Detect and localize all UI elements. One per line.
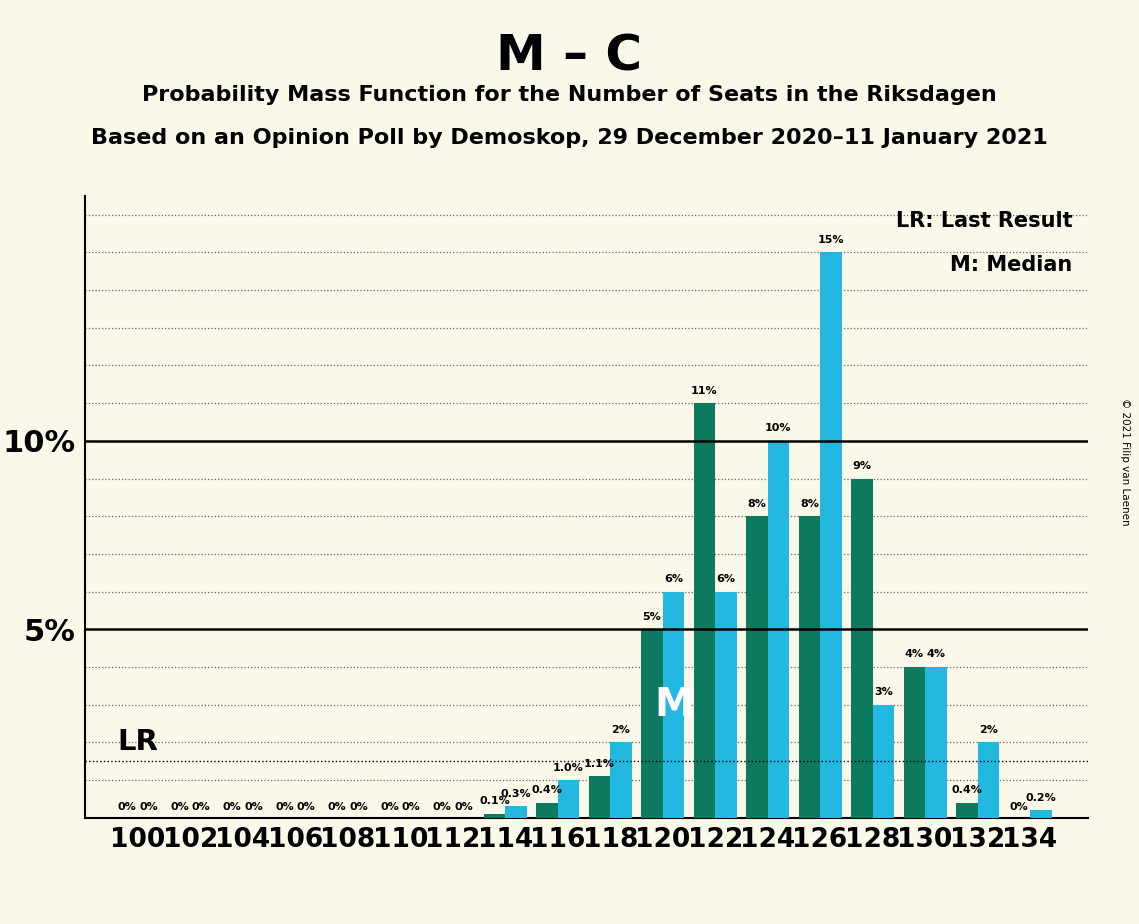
Bar — [872, 705, 894, 818]
Bar — [768, 441, 789, 818]
Text: 0%: 0% — [454, 802, 473, 812]
Text: 2%: 2% — [978, 724, 998, 735]
Bar — [1030, 810, 1051, 818]
Text: 6%: 6% — [716, 574, 736, 584]
Bar — [641, 629, 663, 818]
Text: 5%: 5% — [642, 612, 662, 622]
Text: Based on an Opinion Poll by Demoskop, 29 December 2020–11 January 2021: Based on an Opinion Poll by Demoskop, 29… — [91, 128, 1048, 148]
Text: M – C: M – C — [497, 32, 642, 80]
Text: 0%: 0% — [380, 802, 399, 812]
Text: 4%: 4% — [904, 650, 924, 660]
Text: 0%: 0% — [117, 802, 137, 812]
Text: 2%: 2% — [612, 724, 630, 735]
Text: 0%: 0% — [139, 802, 158, 812]
Text: 0%: 0% — [223, 802, 241, 812]
Text: © 2021 Filip van Laenen: © 2021 Filip van Laenen — [1121, 398, 1130, 526]
Bar — [903, 667, 925, 818]
Bar — [611, 742, 632, 818]
Text: LR: LR — [117, 727, 158, 756]
Bar — [925, 667, 947, 818]
Bar — [663, 591, 685, 818]
Text: 0%: 0% — [433, 802, 451, 812]
Text: 0%: 0% — [170, 802, 189, 812]
Text: 8%: 8% — [747, 499, 767, 509]
Text: 0%: 0% — [191, 802, 211, 812]
Text: M: Median: M: Median — [950, 255, 1073, 275]
Bar — [558, 780, 580, 818]
Text: 8%: 8% — [800, 499, 819, 509]
Text: M: M — [654, 686, 693, 723]
Bar — [715, 591, 737, 818]
Bar — [589, 776, 611, 818]
Bar — [798, 517, 820, 818]
Text: 0%: 0% — [297, 802, 316, 812]
Bar — [694, 403, 715, 818]
Text: 0%: 0% — [350, 802, 368, 812]
Text: 0%: 0% — [402, 802, 420, 812]
Text: 9%: 9% — [852, 461, 871, 471]
Text: LR: Last Result: LR: Last Result — [896, 212, 1073, 231]
Bar — [506, 807, 526, 818]
Text: 0.4%: 0.4% — [532, 785, 563, 796]
Text: 10%: 10% — [765, 423, 792, 433]
Text: 0.2%: 0.2% — [1025, 793, 1056, 803]
Bar — [484, 814, 506, 818]
Text: 0.1%: 0.1% — [480, 796, 510, 807]
Bar — [820, 252, 842, 818]
Text: 6%: 6% — [664, 574, 683, 584]
Text: Probability Mass Function for the Number of Seats in the Riksdagen: Probability Mass Function for the Number… — [142, 85, 997, 105]
Text: 0%: 0% — [244, 802, 263, 812]
Text: 0%: 0% — [276, 802, 294, 812]
Text: 0%: 0% — [1010, 802, 1029, 812]
Bar — [746, 517, 768, 818]
Bar — [536, 803, 558, 818]
Text: 4%: 4% — [926, 650, 945, 660]
Text: 11%: 11% — [691, 385, 718, 395]
Text: 15%: 15% — [818, 235, 844, 245]
Text: 1.0%: 1.0% — [554, 762, 584, 772]
Text: 0.3%: 0.3% — [501, 789, 531, 799]
Text: 0%: 0% — [328, 802, 346, 812]
Bar — [977, 742, 999, 818]
Text: 0.4%: 0.4% — [951, 785, 982, 796]
Bar — [851, 479, 872, 818]
Bar — [956, 803, 977, 818]
Text: 3%: 3% — [874, 687, 893, 697]
Text: 1.1%: 1.1% — [584, 759, 615, 769]
